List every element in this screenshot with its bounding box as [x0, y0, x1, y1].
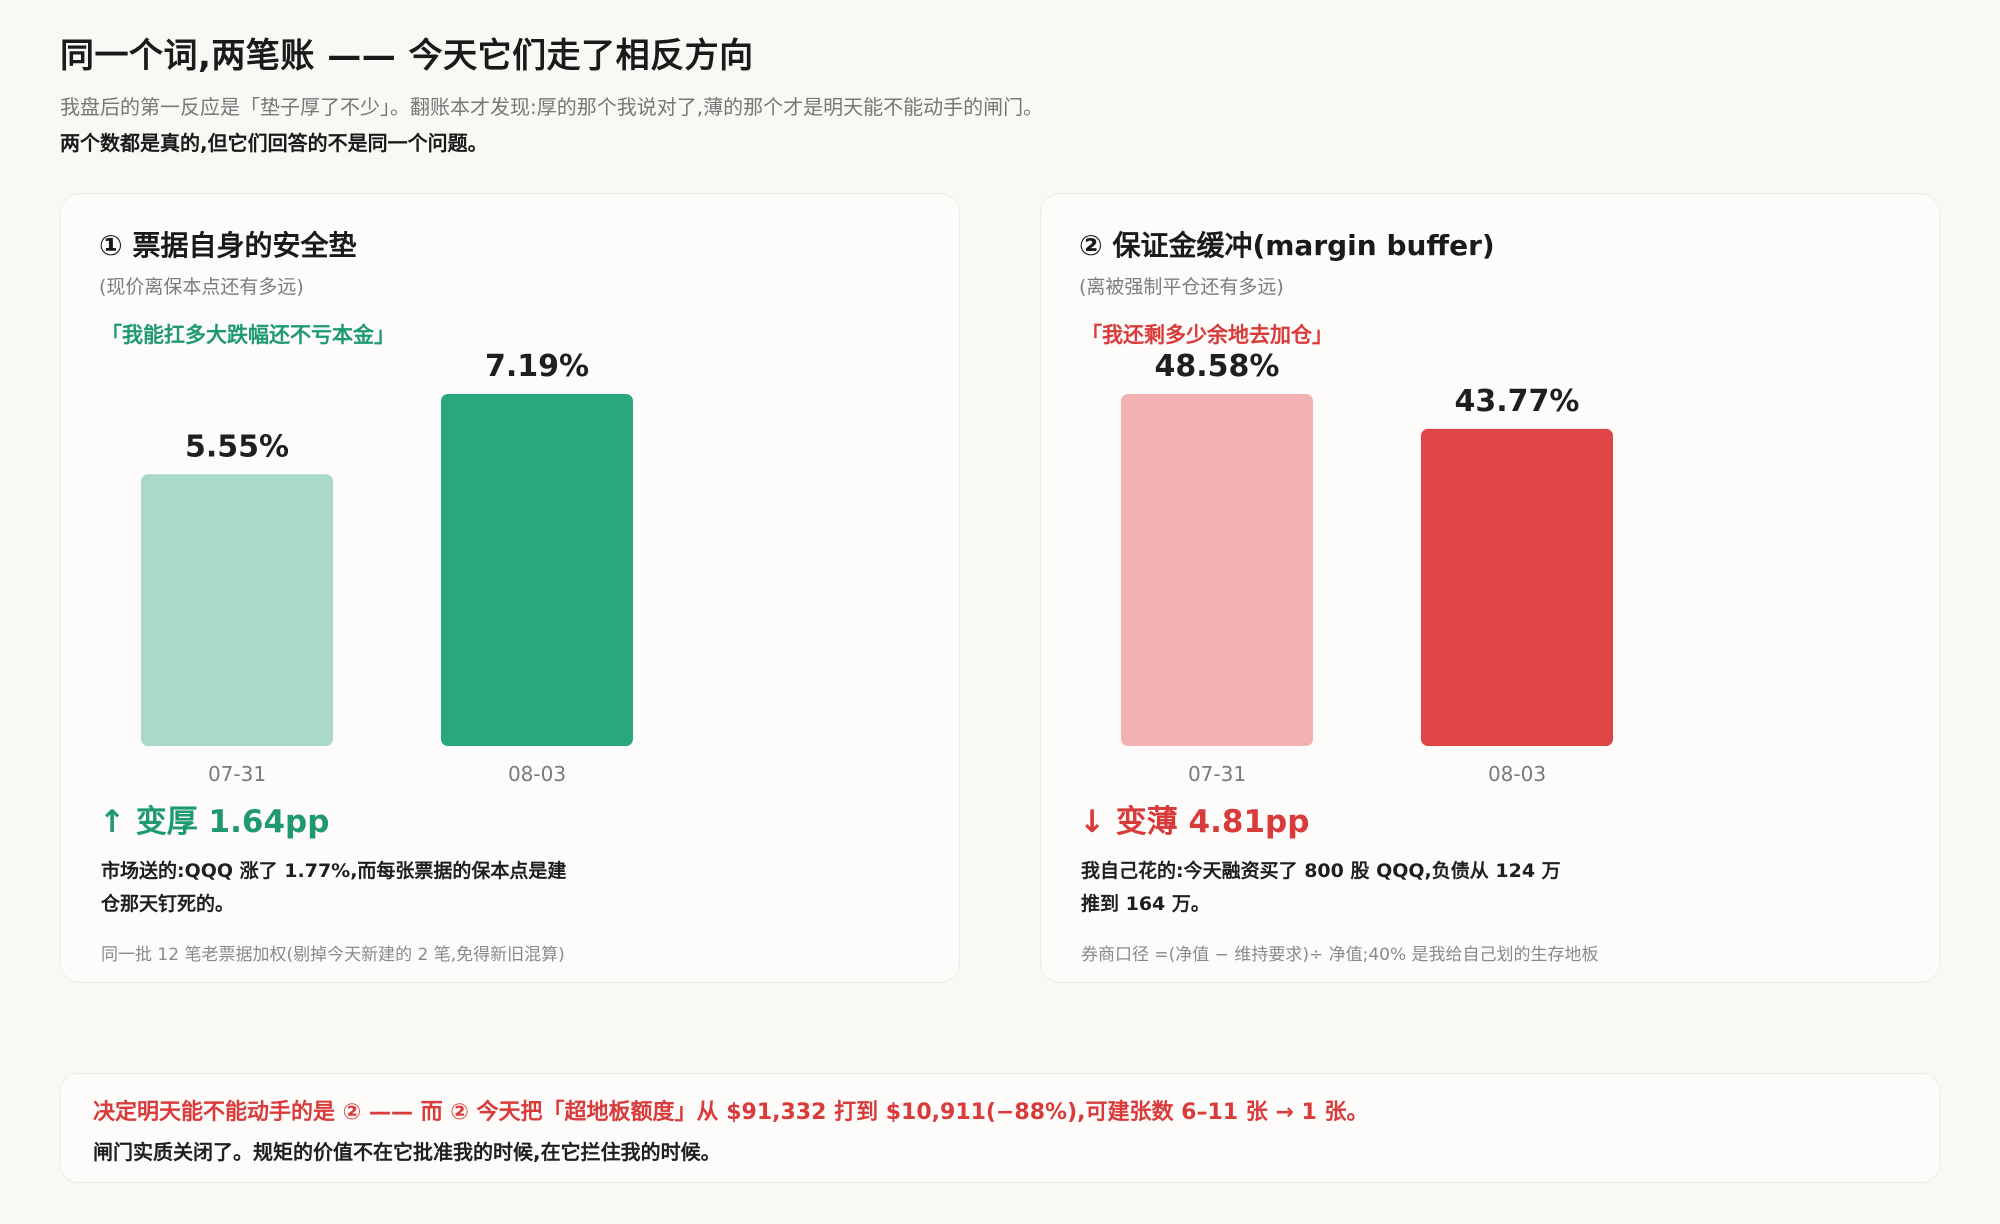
- bar-chart-ticket-cushion: 5.55% 07-31 7.19% 08-03: [141, 349, 633, 786]
- x-tick-label: 08-03: [508, 762, 566, 786]
- bar-08-03: [441, 394, 633, 746]
- data-label: 48.58%: [1155, 349, 1280, 384]
- conclusion-box: 决定明天能不能动手的是 ② —— 而 ② 今天把「超地板额度」从 $91,332…: [60, 1073, 1940, 1183]
- bar-07-31: [141, 474, 333, 746]
- page-subtitle-bold: 两个数都是真的,但它们回答的不是同一个问题。: [60, 131, 488, 155]
- x-tick-label: 07-31: [1188, 762, 1246, 786]
- card-footnote: 券商口径 =(净值 − 维持要求)÷ 净值;40% 是我给自己划的生存地板: [1081, 945, 1599, 965]
- data-label: 5.55%: [185, 429, 289, 464]
- page-title: 同一个词,两笔账 —— 今天它们走了相反方向: [60, 36, 754, 76]
- bar-chart-margin-buffer: 48.58% 07-31 43.77% 08-03: [1121, 349, 1613, 786]
- conclusion-highlight: 决定明天能不能动手的是 ② —— 而 ② 今天把「超地板额度」从 $91,332…: [93, 1100, 1369, 1125]
- bar-07-31: [1121, 394, 1313, 746]
- data-label: 7.19%: [485, 349, 589, 384]
- card-note: 我自己花的:今天融资买了 800 股 QQQ,负债从 124 万推到 164 万…: [1081, 860, 1561, 915]
- bar-08-03: [1421, 428, 1613, 746]
- card-subtitle: (现价离保本点还有多远): [99, 276, 304, 298]
- card-quote: 「我还剩多少余地去加仓」: [1081, 323, 1333, 347]
- change-indicator: ↑ 变厚 1.64pp: [99, 804, 330, 840]
- change-indicator: ↓ 变薄 4.81pp: [1079, 804, 1310, 840]
- card-ticket-cushion: ① 票据自身的安全垫 (现价离保本点还有多远) 「我能扛多大跌幅还不亏本金」 5…: [60, 193, 960, 983]
- card-footnote: 同一批 12 笔老票据加权(剔掉今天新建的 2 笔,免得新旧混算): [101, 945, 565, 965]
- conclusion-text: 闸门实质关闭了。规矩的价值不在它批准我的时候,在它拦住我的时候。: [93, 1140, 721, 1164]
- card-note: 市场送的:QQQ 涨了 1.77%,而每张票据的保本点是建仓那天钉死的。: [101, 860, 567, 915]
- card-title: ① 票据自身的安全垫: [99, 229, 357, 262]
- card-subtitle: (离被强制平仓还有多远): [1079, 276, 1284, 298]
- x-tick-label: 08-03: [1488, 762, 1546, 786]
- card-title: ② 保证金缓冲(margin buffer): [1079, 229, 1495, 262]
- card-margin-buffer: ② 保证金缓冲(margin buffer) (离被强制平仓还有多远) 「我还剩…: [1040, 193, 1940, 983]
- card-quote: 「我能扛多大跌幅还不亏本金」: [101, 323, 395, 347]
- page-subtitle: 我盘后的第一反应是「垫子厚了不少」。翻账本才发现:厚的那个我说对了,薄的那个才是…: [60, 95, 1044, 119]
- x-tick-label: 07-31: [208, 762, 266, 786]
- data-label: 43.77%: [1455, 384, 1580, 419]
